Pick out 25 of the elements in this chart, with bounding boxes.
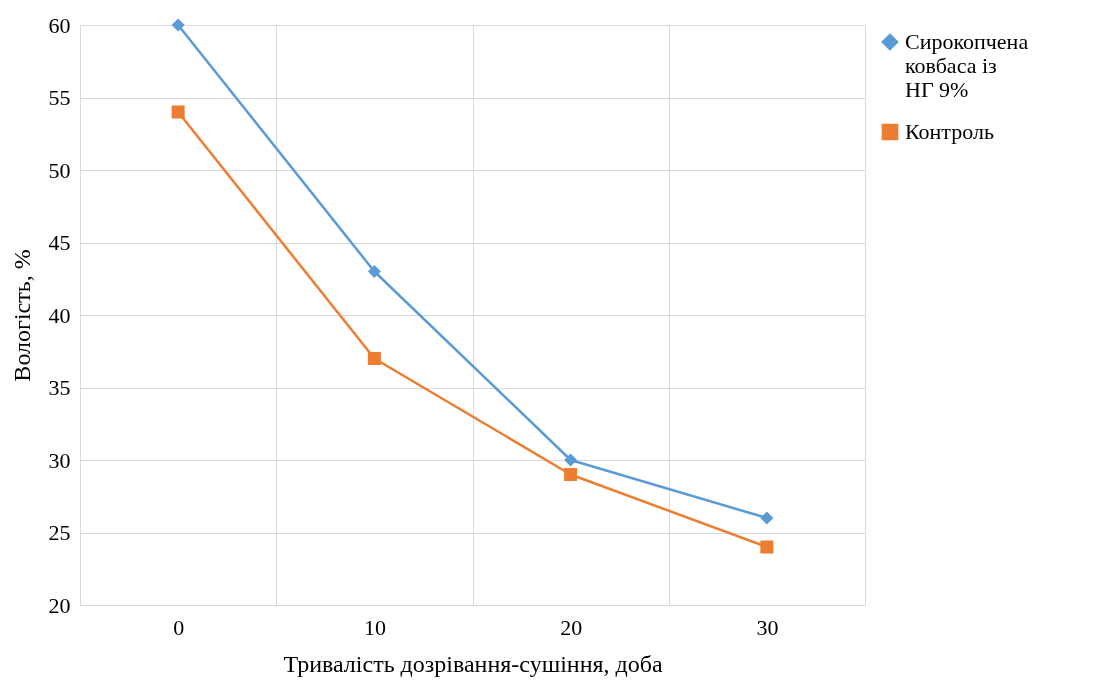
point [760, 511, 774, 525]
y-tick-label: 25 [48, 520, 71, 545]
y-tick-label: 45 [48, 230, 71, 255]
y-tick-label: 55 [48, 85, 71, 110]
point [760, 540, 774, 554]
x-axis-title: Тривалість дозрівання-сушіння, доба [283, 650, 663, 677]
y-tick-label: 50 [48, 157, 71, 183]
x-tick-label: 30 [756, 614, 779, 640]
point [367, 264, 381, 279]
x-tick-label: 0 [173, 614, 185, 640]
y-tick-label: 60 [48, 12, 71, 38]
y-axis-title: Вологість, % [8, 249, 35, 382]
point [171, 105, 185, 119]
point [367, 351, 381, 366]
y-tick-label: 35 [48, 375, 71, 400]
y-tick-label: 20 [48, 592, 71, 618]
x-tick-label: 10 [363, 614, 386, 640]
point [171, 18, 185, 32]
legend-label: Контроль [905, 119, 994, 144]
x-tick-label: 20 [560, 614, 583, 640]
y-tick-label: 40 [48, 302, 71, 328]
point [564, 467, 578, 482]
point [564, 453, 578, 467]
y-tick-label: 30 [48, 447, 71, 473]
legend-label: Сирокопчена ковбаса із НГ 9% [905, 29, 1029, 102]
